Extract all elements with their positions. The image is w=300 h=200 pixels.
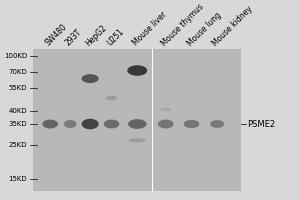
Text: Mouse lung: Mouse lung (185, 10, 223, 48)
Ellipse shape (128, 119, 146, 129)
Text: 35KD: 35KD (9, 121, 27, 127)
Text: 15KD: 15KD (9, 176, 27, 182)
Ellipse shape (160, 107, 172, 111)
Text: 293T: 293T (64, 28, 84, 48)
Ellipse shape (210, 120, 224, 128)
Text: Mouse kidney: Mouse kidney (211, 4, 254, 48)
FancyBboxPatch shape (33, 49, 242, 191)
Text: 100KD: 100KD (4, 53, 27, 59)
Ellipse shape (106, 96, 117, 101)
Text: 70KD: 70KD (8, 69, 27, 75)
Text: U251: U251 (105, 27, 126, 48)
Ellipse shape (158, 120, 174, 128)
Ellipse shape (42, 120, 58, 128)
Ellipse shape (129, 138, 146, 142)
Text: 40KD: 40KD (9, 108, 27, 114)
Ellipse shape (82, 74, 99, 83)
Text: 25KD: 25KD (9, 142, 27, 148)
Text: Mouse liver: Mouse liver (131, 10, 168, 48)
Ellipse shape (64, 120, 76, 128)
Text: HepG2: HepG2 (84, 23, 108, 48)
Text: Mouse thymus: Mouse thymus (159, 2, 205, 48)
Text: 55KD: 55KD (9, 85, 27, 91)
Ellipse shape (127, 65, 147, 76)
Ellipse shape (104, 120, 119, 128)
Text: SW480: SW480 (44, 23, 69, 48)
Ellipse shape (184, 120, 200, 128)
Text: PSME2: PSME2 (247, 120, 275, 129)
Ellipse shape (82, 119, 99, 129)
